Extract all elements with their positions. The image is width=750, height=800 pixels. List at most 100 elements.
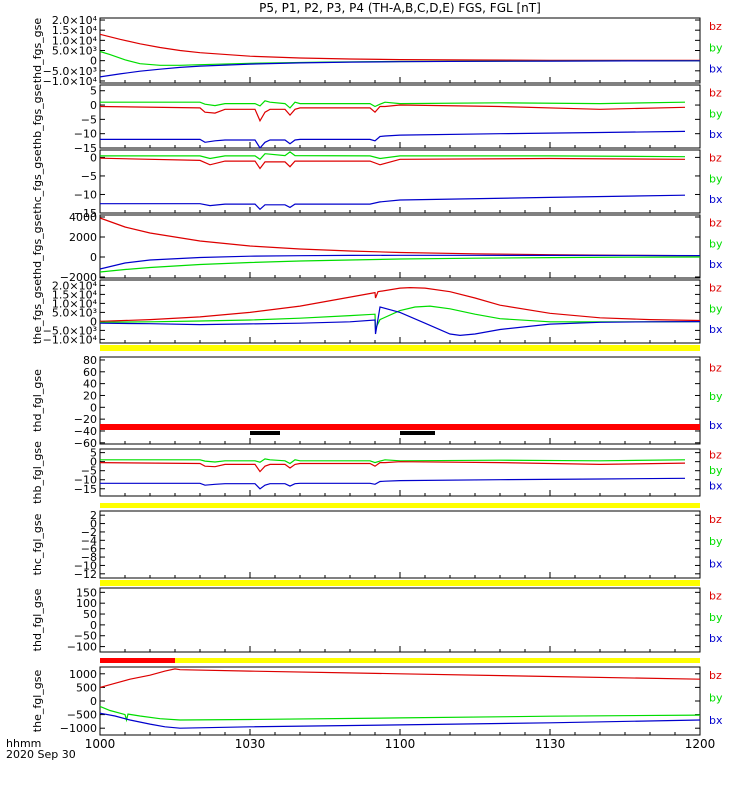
y-tick-label: −10 [74, 188, 97, 201]
series-bz [99, 286, 701, 322]
y-tick-label: −15 [74, 142, 97, 155]
legend-by: by [709, 172, 723, 185]
legend-by: by [709, 237, 723, 250]
y-tick-label: −20 [74, 413, 97, 426]
series-by [99, 705, 701, 723]
y-tick-label: −10 [74, 128, 97, 141]
y-tick-label: 50 [83, 608, 97, 621]
y-tick-label: 5.0×10³ [52, 45, 97, 58]
y-tick-label: 5 [90, 447, 97, 460]
series-by [99, 256, 701, 273]
y-tick-label: 0 [90, 55, 97, 68]
panel-8: 20−2−4−6−8−10−12 thc_fgl_gse bz by bx [31, 509, 723, 581]
y-tick-label: −5.0×10³ [43, 65, 97, 78]
y-tick-label: 100 [76, 597, 97, 610]
panel-frame [99, 84, 701, 149]
y-tick-label: 0 [90, 151, 97, 164]
y-axis-label: thd_fgl_gse [31, 588, 44, 651]
y-tick-label: 0 [90, 401, 97, 414]
panel-frame [99, 356, 701, 445]
panel-2: 50−5 −10−15 thb_fgs_gse bz by bx [31, 84, 723, 155]
legend-by: by [709, 302, 723, 315]
legend-bz: bz [709, 282, 722, 295]
legend-by: by [709, 41, 723, 54]
y-tick-label: 2.0×10⁴ [52, 14, 98, 27]
series-bz [99, 157, 686, 170]
y-tick-label: −1.0×10⁴ [43, 75, 98, 88]
panel-frame [99, 214, 701, 279]
y-tick-label: 500 [76, 681, 97, 694]
series-by [100, 458, 686, 465]
y-axis-label: thd_fgs_gse [31, 18, 44, 84]
black-bar [250, 431, 280, 435]
y-tick-label: −10 [74, 474, 97, 487]
y-tick-label: −50 [74, 630, 97, 643]
legend-by: by [709, 692, 723, 705]
y-tick-label: −5 [81, 113, 97, 126]
panel-frame [99, 17, 701, 84]
flag-bar [100, 503, 700, 508]
time-axis: 1000 1030 1100 1130 1200 [85, 737, 716, 751]
panel-frame [99, 510, 701, 579]
legend-by: by [709, 535, 723, 548]
flag-bar [100, 345, 700, 351]
legend-bx: bx [709, 480, 723, 493]
series-bx [100, 477, 686, 490]
y-tick-label: −100 [67, 641, 97, 654]
time-axis-date: 2020 Sep 30 [6, 748, 76, 761]
y-tick-label: 1000 [69, 668, 97, 681]
legend-by: by [709, 611, 723, 624]
y-tick-label: −2 [81, 526, 97, 539]
y-tick-label: 2 [90, 509, 97, 522]
legend-bz: bz [709, 361, 722, 374]
legend-bz: bz [709, 449, 722, 462]
series-bx [99, 306, 701, 337]
y-tick-label: 0 [90, 456, 97, 469]
panel-3: 0 −5 −10 −15 thc_fgs_gse bz by bx [31, 149, 723, 220]
series-bx [99, 60, 701, 78]
legend-bx: bx [709, 63, 723, 76]
legend-bx: bx [709, 557, 723, 570]
panel-5: 2.0×10⁴1.5×10⁴1.0×10⁴5.0×10³0−5.0×10³−1.… [31, 279, 723, 347]
series-bz [99, 668, 701, 688]
y-axis-label: thb_fgs_gse [31, 84, 44, 150]
y-tick-label: 0 [90, 619, 97, 632]
legend-bx: bx [709, 632, 723, 645]
y-tick-label: −1.0×10⁴ [43, 333, 98, 346]
time-axis-label: hhmm [6, 737, 41, 750]
y-tick-label: 1.5×10⁴ [52, 288, 98, 301]
y-tick-label: 80 [83, 354, 97, 367]
series-bx [99, 254, 701, 270]
x-tick-label: 1130 [535, 737, 566, 751]
panel-1: 2.0×10⁴1.5×10⁴1.0×10⁴5.0×10³0−5.0×10³−1.… [31, 14, 723, 88]
legend-by: by [709, 390, 723, 403]
y-axis-label: the_fgl_gse [31, 670, 44, 733]
y-tick-label: 0 [90, 518, 97, 531]
series-bz [99, 104, 686, 123]
y-axis-label: thd_fgl_gse [31, 369, 44, 432]
panel-frame [99, 448, 701, 497]
y-tick-label: −5 [81, 170, 97, 183]
y-tick-label: −6 [81, 543, 97, 556]
y-tick-label: 20 [83, 389, 97, 402]
y-tick-label: 4000 [69, 211, 97, 224]
series-by [100, 151, 686, 161]
y-tick-label: 1.5×10⁴ [52, 24, 98, 37]
legend-bx: bx [709, 258, 723, 271]
legend-by: by [709, 107, 723, 120]
y-tick-label: 2000 [69, 231, 97, 244]
x-tick-label: 1100 [385, 737, 416, 751]
flag-bar [175, 658, 700, 663]
legend-bx: bx [709, 419, 723, 432]
y-axis-label: thc_fgs_gse [31, 149, 44, 214]
flag-bar [100, 580, 700, 586]
y-tick-label: −4 [81, 534, 97, 547]
y-tick-label: −2000 [60, 271, 97, 284]
y-tick-label: 5 [90, 85, 97, 98]
y-tick-label: −15 [74, 207, 97, 220]
legend-bx: bx [709, 128, 723, 141]
legend-bz: bz [709, 20, 722, 33]
flag-bar [100, 658, 175, 663]
